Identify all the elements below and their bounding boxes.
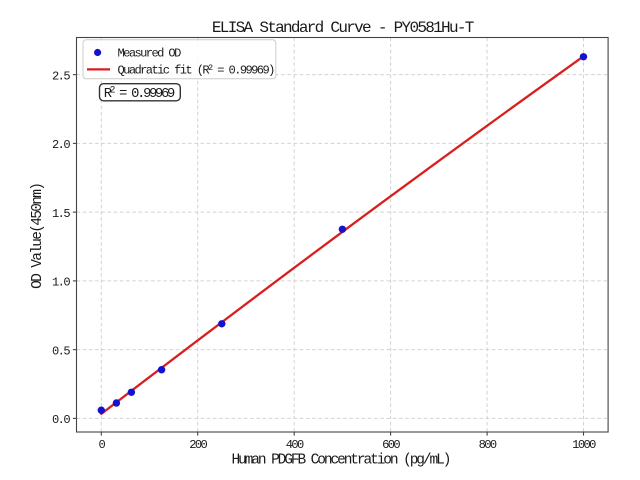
svg-text:1.5: 1.5 (52, 207, 70, 221)
svg-text:2.0: 2.0 (52, 138, 70, 152)
svg-text:ELISA Standard Curve - PY0581H: ELISA Standard Curve - PY0581Hu-T (212, 19, 474, 37)
svg-text:1000: 1000 (572, 438, 596, 452)
svg-text:0: 0 (98, 438, 105, 452)
svg-text:1.0: 1.0 (52, 276, 70, 290)
svg-text:Human PDGFB Concentration (pg/: Human PDGFB Concentration (pg/mL) (231, 452, 449, 468)
svg-text:800: 800 (479, 438, 497, 452)
svg-text:600: 600 (382, 438, 400, 452)
svg-text:0.0: 0.0 (52, 413, 70, 427)
svg-text:400: 400 (286, 438, 304, 452)
svg-text:OD Value(450nm): OD Value(450nm) (30, 184, 46, 289)
svg-text:Quadratic fit (R2 = 0.99969): Quadratic fit (R2 = 0.99969) (118, 63, 275, 78)
svg-text:R2 = 0.99969: R2 = 0.99969 (104, 85, 175, 103)
svg-text:2.5: 2.5 (52, 69, 70, 83)
svg-text:0.5: 0.5 (52, 344, 70, 358)
svg-text:200: 200 (189, 438, 207, 452)
svg-text:Measured OD: Measured OD (118, 47, 182, 61)
